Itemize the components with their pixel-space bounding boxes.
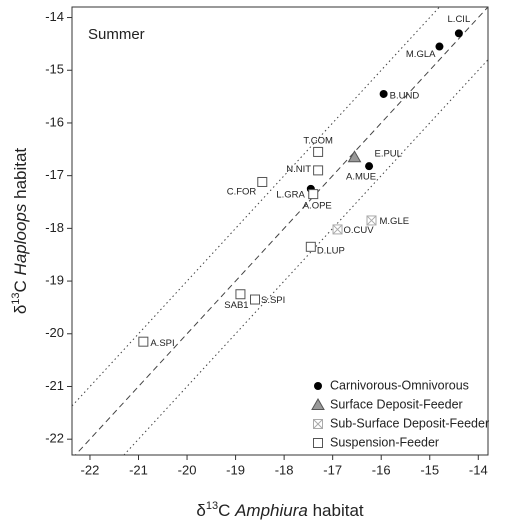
marker-shape xyxy=(313,146,324,157)
xlabel-part: habitat xyxy=(308,501,364,520)
marker-cross xyxy=(366,215,377,226)
y-tick-label: -21 xyxy=(45,378,64,393)
point-label: N.NIT xyxy=(286,164,311,175)
xlabel: δ13C Amphiura habitat xyxy=(196,500,364,521)
x-tick-label: -19 xyxy=(226,462,245,477)
marker xyxy=(313,438,323,448)
marker xyxy=(313,419,323,429)
point-label: A.SPI xyxy=(150,338,174,349)
legend-label: Suspension-Feeder xyxy=(330,435,439,449)
marker-cross xyxy=(332,224,343,235)
reference-line xyxy=(74,7,488,455)
y-tick-label: -14 xyxy=(45,9,64,24)
y-tick-label: -20 xyxy=(45,325,64,340)
marker-shape xyxy=(379,89,388,98)
xlabel-part: C xyxy=(218,501,235,520)
marker-shape xyxy=(313,165,324,176)
marker xyxy=(332,224,343,235)
x-tick-label: -20 xyxy=(178,462,197,477)
ylabel-part: 13 xyxy=(10,292,22,304)
marker xyxy=(250,294,261,305)
point-label: C.FOR xyxy=(227,186,257,197)
marker xyxy=(308,189,319,200)
y-tick-label: -15 xyxy=(45,62,64,77)
point-label: M.GLA xyxy=(406,49,436,60)
plot-frame xyxy=(71,6,489,456)
marker xyxy=(138,336,149,347)
marker xyxy=(313,146,324,157)
marker xyxy=(435,42,444,51)
y-tick-label: -18 xyxy=(45,220,64,235)
ylabel: δ13C Haploops habitat xyxy=(10,148,31,315)
marker-shape xyxy=(311,397,325,410)
point-label: A.OPE xyxy=(303,201,332,212)
x-tick-label: -22 xyxy=(81,462,100,477)
y-tick-label: -17 xyxy=(45,167,64,182)
ylabel-part: habitat xyxy=(11,148,30,204)
ylabel-part: δ xyxy=(11,305,30,314)
ylabel-part: C xyxy=(11,275,30,292)
point-label: D.LUP xyxy=(317,245,345,256)
xlabel-part: Amphiura xyxy=(234,501,308,520)
x-tick-label: -17 xyxy=(323,462,342,477)
point-label: B.UND xyxy=(390,90,420,101)
point-label: S.SPI xyxy=(261,295,285,306)
chart-title: Summer xyxy=(88,26,145,43)
point-label: E.PUL xyxy=(375,149,402,160)
marker-shape xyxy=(454,29,463,38)
point-label: L.CIL xyxy=(448,14,471,25)
xlabel-part: δ xyxy=(196,501,205,520)
marker xyxy=(257,176,268,187)
marker xyxy=(347,150,362,163)
marker-shape xyxy=(435,42,444,51)
reference-line xyxy=(72,7,441,407)
marker xyxy=(366,215,377,226)
marker-shape xyxy=(308,189,319,200)
point-label: SAB1 xyxy=(224,300,248,311)
marker-shape xyxy=(314,382,322,390)
legend-label: Sub-Surface Deposit-Feeder xyxy=(330,416,489,430)
marker xyxy=(365,162,374,171)
y-tick-label: -16 xyxy=(45,114,64,129)
legend-label: Carnivorous-Omnivorous xyxy=(330,378,469,392)
x-tick-label: -15 xyxy=(420,462,439,477)
x-tick-label: -18 xyxy=(275,462,294,477)
marker xyxy=(313,165,324,176)
marker-shape xyxy=(365,162,374,171)
marker-shape xyxy=(305,241,316,252)
marker-shape xyxy=(235,289,246,300)
point-label: L.GRA xyxy=(276,189,305,200)
marker-cross xyxy=(313,419,323,429)
marker-shape xyxy=(250,294,261,305)
legend-label: Surface Deposit-Feeder xyxy=(330,397,463,411)
point-label: O.CUV xyxy=(344,225,375,236)
x-tick-label: -21 xyxy=(129,462,148,477)
xlabel-part: 13 xyxy=(206,500,218,512)
marker xyxy=(305,241,316,252)
y-tick-label: -22 xyxy=(45,431,64,446)
marker xyxy=(454,29,463,38)
marker-shape xyxy=(138,336,149,347)
marker xyxy=(311,397,325,410)
marker-shape xyxy=(347,150,362,163)
marker xyxy=(314,382,322,390)
y-tick-label: -19 xyxy=(45,273,64,288)
reference-line xyxy=(123,59,488,455)
marker xyxy=(379,89,388,98)
ylabel-part: Haploops xyxy=(11,203,30,275)
marker xyxy=(235,289,246,300)
point-label: A.MUE xyxy=(346,172,376,183)
x-tick-label: -16 xyxy=(372,462,391,477)
point-label: T.COM xyxy=(303,135,333,146)
marker-shape xyxy=(313,438,323,448)
x-tick-label: -14 xyxy=(469,462,488,477)
marker-shape xyxy=(257,176,268,187)
point-label: M.GLE xyxy=(380,216,410,227)
